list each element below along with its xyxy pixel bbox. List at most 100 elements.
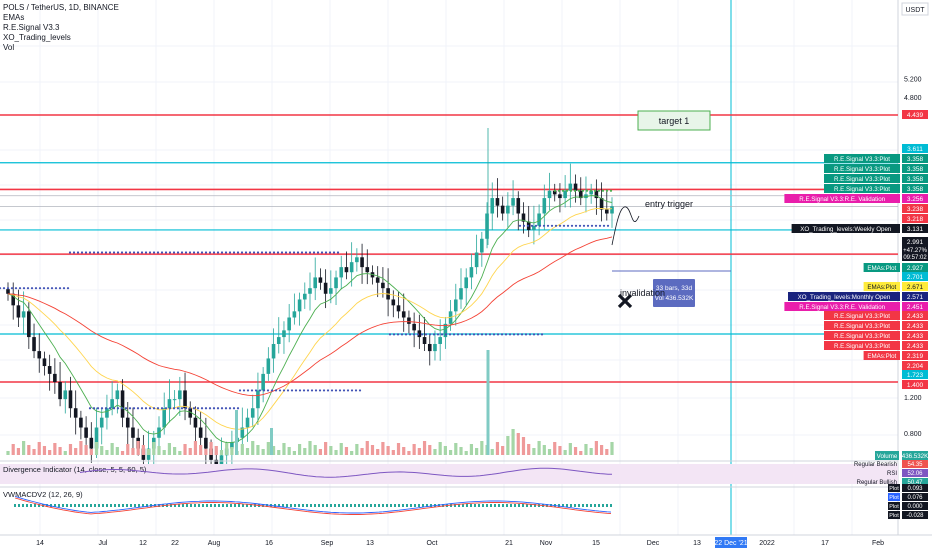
signal-dot xyxy=(108,407,112,410)
indicator-name-tag xyxy=(824,341,900,350)
volume-bar xyxy=(141,445,145,455)
candle-body xyxy=(276,337,281,344)
entry-trigger-path xyxy=(611,206,640,246)
price-label-text: 2.671 xyxy=(907,284,924,291)
signal-dot xyxy=(574,224,578,227)
macd-hist-bar xyxy=(386,504,388,507)
price-tick: 0.800 xyxy=(904,431,922,438)
signal-dot xyxy=(124,251,128,254)
signal-dot xyxy=(268,251,272,254)
signal-dot xyxy=(316,251,320,254)
time-label: 21 xyxy=(505,540,513,547)
candle-body xyxy=(558,194,562,199)
price-label-tag xyxy=(902,204,928,213)
price-label-tag xyxy=(902,154,928,163)
indicator-name-tag xyxy=(784,194,900,203)
macd-hist-bar xyxy=(226,504,228,507)
macd-hist-bar xyxy=(530,504,532,507)
time-label: Feb xyxy=(872,540,884,547)
volume-bar xyxy=(542,445,546,455)
signal-dot xyxy=(220,407,224,410)
indicator-resignal[interactable]: R.E.Signal V3.3 xyxy=(3,23,60,32)
macd-hist-bar xyxy=(534,504,536,507)
macd-hist-bar xyxy=(406,504,408,507)
volume-bar xyxy=(438,442,442,455)
signal-dot xyxy=(569,189,573,192)
volume-bar xyxy=(193,441,198,455)
signal-dot xyxy=(558,224,562,227)
candle-body xyxy=(344,267,349,273)
signal-dot xyxy=(440,333,444,336)
candle-body xyxy=(172,399,177,401)
price-label-text: 1.400 xyxy=(907,382,924,389)
range-bars-label: 33 bars, 33d xyxy=(656,285,693,292)
macd-line xyxy=(14,496,612,514)
signal-dot xyxy=(108,251,112,254)
signal-dot xyxy=(332,251,336,254)
volume-bar xyxy=(282,443,286,455)
price-label-text: 3.218 xyxy=(907,216,924,223)
macd-hist-bar xyxy=(306,504,308,507)
signal-dot xyxy=(66,287,70,290)
indicator-name-text: R.E.Signal V3.3:Plot xyxy=(834,176,890,183)
signal-dot xyxy=(156,407,160,410)
signal-dot xyxy=(512,333,516,336)
macd-hist-bar xyxy=(334,504,336,507)
signal-dot xyxy=(132,407,136,410)
signal-dot xyxy=(589,189,593,192)
volume-bar xyxy=(511,429,515,455)
macd-hist-bar xyxy=(330,504,332,507)
candle-body xyxy=(6,289,10,294)
signal-dot xyxy=(308,251,312,254)
signal-dot xyxy=(468,333,472,336)
volume-bar xyxy=(74,448,78,455)
volume-bar xyxy=(209,442,213,455)
symbol-title[interactable]: POLS / TetherUS, 1D, BINANCE xyxy=(3,3,119,12)
time-cursor-tag xyxy=(715,537,747,548)
volume-bar xyxy=(396,443,401,455)
volume-bar xyxy=(334,450,338,455)
macd-hist-bar xyxy=(294,504,296,507)
volume-bar xyxy=(178,451,182,455)
divergence-value: 52.06 xyxy=(907,471,923,477)
signal-dot xyxy=(322,389,326,392)
signal-dot xyxy=(248,251,252,254)
signal-dot xyxy=(312,251,316,254)
indicator-vol[interactable]: Vol xyxy=(3,43,15,52)
macd-hist-bar xyxy=(562,504,564,507)
signal-dot xyxy=(286,389,290,392)
volume-bar xyxy=(152,442,156,455)
signal-dot xyxy=(296,251,300,254)
signal-dot xyxy=(606,224,610,227)
macd-hist-bar xyxy=(278,504,280,507)
time-label: 13 xyxy=(693,540,701,547)
chart-legend: POLS / TetherUS, 1D, BINANCE EMAs R.E.Si… xyxy=(3,3,119,53)
time-label: 13 xyxy=(366,540,374,547)
indicator-xo-levels[interactable]: XO_Trading_levels xyxy=(3,33,71,42)
signal-dot xyxy=(302,389,306,392)
volume-bar xyxy=(16,448,21,455)
candle-body xyxy=(308,288,312,294)
indicator-name-tag xyxy=(824,154,900,163)
signal-dot xyxy=(156,251,160,254)
signal-dot xyxy=(400,333,404,336)
macd-hist-bar xyxy=(234,504,236,507)
indicator-emas[interactable]: EMAs xyxy=(3,13,25,22)
macd-hist-bar xyxy=(366,504,368,507)
macd-hist-bar xyxy=(30,504,32,507)
indicator-name-text: R.E.Signal V3.3:Plot xyxy=(834,343,890,350)
macd-hist-bar xyxy=(322,504,324,507)
macd-hist-bar xyxy=(486,504,488,507)
signal-dot xyxy=(518,224,522,227)
signal-dot xyxy=(128,407,132,410)
indicator-name-text: R.E.Signal V3.3:Plot xyxy=(834,323,890,330)
volume-bar xyxy=(32,449,36,455)
price-label-text: 3.256 xyxy=(907,196,924,203)
vwmacd-name: Plot xyxy=(889,495,899,501)
price-label-text: 3.358 xyxy=(907,176,924,183)
signal-dot xyxy=(120,251,124,254)
candle-body xyxy=(282,330,286,338)
macd-hist-bar xyxy=(610,504,612,507)
macd-hist-bar xyxy=(490,504,492,507)
